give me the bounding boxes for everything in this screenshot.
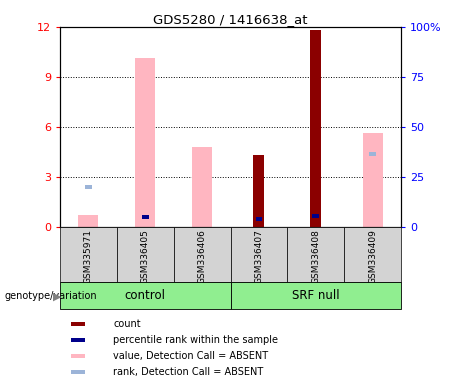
Bar [192,147,212,227]
Text: value, Detection Call = ABSENT: value, Detection Call = ABSENT [113,351,268,361]
Text: GDS5280 / 1416638_at: GDS5280 / 1416638_at [153,13,308,26]
Bar [135,58,155,227]
Bar [369,152,376,156]
Bar [71,322,85,326]
Text: GSM336409: GSM336409 [368,229,377,284]
Bar [71,338,85,342]
Bar [78,215,98,227]
Bar [174,227,230,282]
Bar [117,227,174,282]
Text: control: control [125,289,165,302]
Text: GSM336408: GSM336408 [311,229,320,284]
Text: count: count [113,319,141,329]
Text: genotype/variation: genotype/variation [5,291,97,301]
Bar [344,227,401,282]
Bar [142,215,148,218]
Text: ▶: ▶ [53,291,62,301]
Bar [287,227,344,282]
Bar [255,217,262,220]
Text: SRF null: SRF null [292,289,340,302]
Bar [71,370,85,374]
Text: GSM336406: GSM336406 [198,229,207,284]
Bar [310,30,321,227]
Bar [85,185,92,189]
Text: GSM336405: GSM336405 [141,229,150,284]
Bar [60,282,230,309]
Bar [71,354,85,358]
Bar [60,227,117,282]
Text: GSM336407: GSM336407 [254,229,263,284]
Bar [363,133,383,227]
Bar [313,214,319,218]
Bar [230,227,287,282]
Text: GSM335971: GSM335971 [84,229,93,284]
Text: percentile rank within the sample: percentile rank within the sample [113,335,278,345]
Bar [254,155,265,227]
Text: rank, Detection Call = ABSENT: rank, Detection Call = ABSENT [113,367,264,377]
Bar [230,282,401,309]
